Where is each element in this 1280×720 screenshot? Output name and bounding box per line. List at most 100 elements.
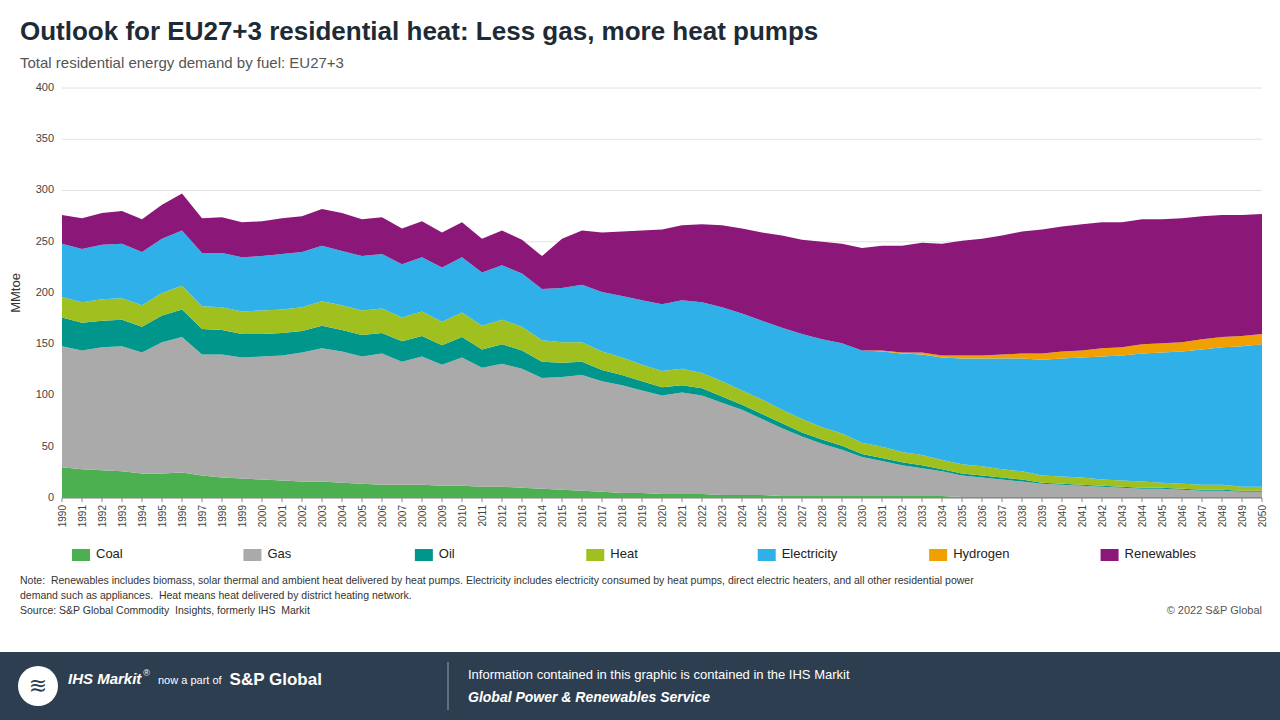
footer-band xyxy=(0,652,1280,720)
legend-swatch xyxy=(243,549,261,561)
y-tick-label: 250 xyxy=(36,235,54,247)
x-tick-label: 2033 xyxy=(917,505,928,528)
x-tick-label: 2017 xyxy=(597,505,608,528)
legend-label: Gas xyxy=(267,546,291,561)
x-tick xyxy=(222,498,223,502)
x-tick-label: 2025 xyxy=(757,505,768,528)
x-tick xyxy=(662,498,663,502)
x-tick xyxy=(1142,498,1143,502)
x-tick-label: 2023 xyxy=(717,505,728,528)
x-tick-label: 2009 xyxy=(437,505,448,528)
x-tick-label: 2022 xyxy=(697,505,708,528)
x-tick-label: 2044 xyxy=(1137,505,1148,528)
x-tick xyxy=(162,498,163,502)
x-axis: 1990199119921993199419951996199719981999… xyxy=(57,498,1268,527)
x-tick-label: 2008 xyxy=(417,505,428,528)
footer-registered: ® xyxy=(143,668,150,678)
areas xyxy=(62,194,1262,498)
x-tick-label: 2029 xyxy=(837,505,848,528)
legend: CoalGasOilHeatElectricityHydrogenRenewab… xyxy=(72,546,1197,561)
x-tick xyxy=(842,498,843,502)
y-tick-label: 350 xyxy=(36,132,54,144)
x-tick xyxy=(422,498,423,502)
note: Source: S&P Global Commodity Insights, f… xyxy=(20,604,310,616)
x-tick xyxy=(682,498,683,502)
x-tick xyxy=(702,498,703,502)
copyright: © 2022 S&P Global xyxy=(1167,604,1262,616)
x-tick xyxy=(602,498,603,502)
x-tick-label: 2038 xyxy=(1017,505,1028,528)
x-tick-label: 2028 xyxy=(817,505,828,528)
x-tick-label: 2034 xyxy=(937,505,948,528)
x-tick-label: 2016 xyxy=(577,505,588,528)
x-tick xyxy=(122,498,123,502)
x-tick xyxy=(62,498,63,502)
x-tick-label: 2012 xyxy=(497,505,508,528)
footer-brand: S&P Global xyxy=(230,670,322,689)
y-tick-label: 200 xyxy=(36,286,54,298)
x-tick xyxy=(802,498,803,502)
x-tick xyxy=(522,498,523,502)
x-tick xyxy=(1062,498,1063,502)
x-tick-label: 2021 xyxy=(677,505,688,528)
x-tick xyxy=(1082,498,1083,502)
x-tick xyxy=(1222,498,1223,502)
footer-brand: IHS Markit xyxy=(68,670,142,687)
x-tick xyxy=(102,498,103,502)
x-tick xyxy=(922,498,923,502)
page: {"chart_data": { "type": "area", "stacke… xyxy=(0,0,1280,720)
x-tick-label: 2001 xyxy=(277,505,288,528)
x-tick xyxy=(382,498,383,502)
x-tick-label: 2046 xyxy=(1177,505,1188,528)
y-axis-label: MMtoe xyxy=(8,273,23,313)
x-tick xyxy=(882,498,883,502)
legend-swatch xyxy=(1101,549,1119,561)
x-tick-label: 1999 xyxy=(237,505,248,528)
x-tick xyxy=(862,498,863,502)
legend-swatch xyxy=(72,549,90,561)
x-tick-label: 2006 xyxy=(377,505,388,528)
x-tick xyxy=(962,498,963,502)
x-tick-label: 2000 xyxy=(257,505,268,528)
x-tick xyxy=(302,498,303,502)
legend-swatch xyxy=(929,549,947,561)
x-tick xyxy=(342,498,343,502)
legend-label: Oil xyxy=(439,546,455,561)
chart-canvas: Outlook for EU27+3 residential heat: Les… xyxy=(0,0,1280,720)
legend-label: Renewables xyxy=(1125,546,1197,561)
x-tick-label: 2003 xyxy=(317,505,328,528)
x-tick xyxy=(462,498,463,502)
x-tick-label: 2024 xyxy=(737,505,748,528)
x-tick xyxy=(482,498,483,502)
x-tick-label: 2019 xyxy=(637,505,648,528)
x-tick-label: 2039 xyxy=(1037,505,1048,528)
x-tick xyxy=(782,498,783,502)
x-tick xyxy=(282,498,283,502)
x-tick-label: 2026 xyxy=(777,505,788,528)
x-tick-label: 2041 xyxy=(1077,505,1088,528)
x-tick-label: 2030 xyxy=(857,505,868,528)
x-tick-label: 2042 xyxy=(1097,505,1108,528)
y-tick-label: 150 xyxy=(36,337,54,349)
x-tick-label: 2049 xyxy=(1237,505,1248,528)
x-tick-label: 1998 xyxy=(217,505,228,528)
footer-text: now a part of xyxy=(158,674,223,686)
x-tick xyxy=(642,498,643,502)
x-tick xyxy=(1182,498,1183,502)
x-tick xyxy=(1102,498,1103,502)
x-tick xyxy=(362,498,363,502)
legend-label: Heat xyxy=(610,546,638,561)
x-tick-label: 2027 xyxy=(797,505,808,528)
x-tick-label: 2004 xyxy=(337,505,348,528)
x-tick xyxy=(82,498,83,502)
x-tick-label: 2037 xyxy=(997,505,1008,528)
notes: © 2022 S&P GlobalNote: Renewables includ… xyxy=(20,574,1262,616)
grid-line xyxy=(62,88,1262,89)
title: Outlook for EU27+3 residential heat: Les… xyxy=(20,16,818,46)
x-tick xyxy=(902,498,903,502)
footer-text: Global Power & Renewables Service xyxy=(468,689,710,705)
x-tick-label: 1991 xyxy=(77,505,88,528)
grid-line xyxy=(62,139,1262,140)
area-series xyxy=(62,194,1262,356)
x-tick xyxy=(262,498,263,502)
